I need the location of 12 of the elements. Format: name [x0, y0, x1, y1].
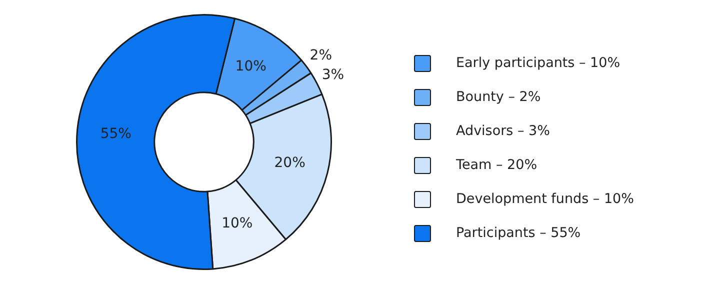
legend-label: Advisors – 3% — [456, 123, 550, 139]
data-label: 20% — [274, 155, 306, 172]
data-label: 3% — [322, 66, 344, 83]
legend-label: Participants – 55% — [456, 225, 581, 241]
legend-label: Development funds – 10% — [456, 191, 634, 207]
data-label: 2% — [310, 47, 332, 64]
legend-label: Team – 20% — [456, 157, 538, 173]
legend-label: Bounty – 2% — [456, 89, 541, 105]
data-label: 10% — [222, 216, 253, 232]
legend-label: Early participants – 10% — [456, 55, 620, 71]
data-label: 10% — [235, 58, 266, 75]
data-label: 55% — [100, 126, 132, 142]
